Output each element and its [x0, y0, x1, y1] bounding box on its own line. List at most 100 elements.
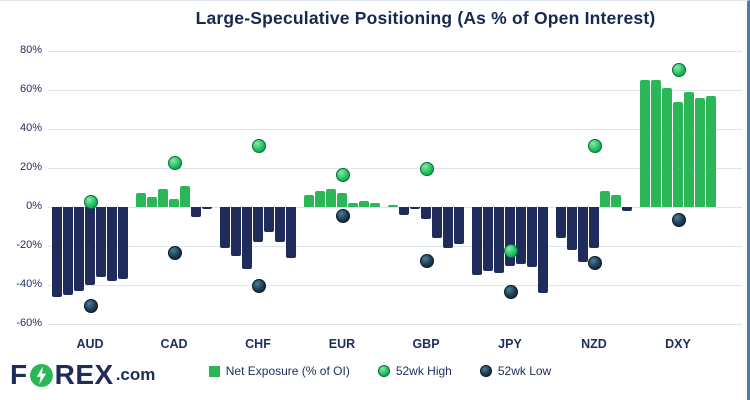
high-52wk-dot [504, 243, 518, 258]
net-exposure-bar [538, 207, 548, 293]
chart-title: Large-Speculative Positioning (As % of O… [195, 8, 656, 28]
forex-logo-rex: REX [54, 359, 114, 390]
x-axis-category-label: EUR [328, 337, 356, 351]
net-exposure-bar [706, 95, 716, 207]
net-exposure-bar [600, 191, 610, 207]
net-exposure-swatch-icon [208, 365, 220, 377]
net-exposure-bar [326, 189, 336, 207]
gridline [48, 51, 742, 52]
gridline [48, 246, 742, 247]
net-exposure-bar [421, 207, 431, 219]
legend-item-52wk-low: 52wk Low [479, 364, 551, 378]
net-exposure-bar [264, 207, 274, 233]
y-axis-tick-label: -20% [16, 239, 42, 251]
legend-high-label: 52wk High [395, 364, 452, 378]
x-axis-category-label: NZD [581, 337, 607, 351]
legend-item-52wk-high: 52wk High [377, 364, 452, 378]
x-axis-category-label: CAD [160, 337, 188, 351]
net-exposure-bar [169, 199, 179, 207]
net-exposure-bar [494, 207, 504, 274]
high-52wk-dot [84, 195, 98, 210]
net-exposure-bar [684, 91, 694, 207]
net-exposure-bar [454, 207, 464, 245]
gridline [48, 207, 742, 208]
low-52wk-dot [168, 245, 182, 260]
high-52wk-dot [336, 167, 350, 182]
forex-logo-o-icon [29, 363, 53, 387]
net-exposure-bar [304, 195, 314, 207]
net-exposure-bar [359, 201, 369, 207]
forex-logo-com: .com [115, 365, 156, 384]
net-exposure-bar [410, 207, 420, 209]
net-exposure-bar [348, 203, 358, 207]
net-exposure-bar [180, 185, 190, 207]
x-axis-category-label: CHF [245, 337, 271, 351]
net-exposure-bar [147, 197, 157, 207]
gridline [48, 285, 742, 286]
high-52wk-dot [588, 138, 602, 153]
y-axis-tick-label: 80% [19, 44, 42, 56]
x-axis-category-label: AUD [76, 337, 104, 351]
low-52wk-dot [420, 253, 434, 268]
net-exposure-bar [640, 80, 650, 207]
net-exposure-bar [158, 189, 168, 207]
legend-item-net-exposure: Net Exposure (% of OI) [208, 364, 350, 378]
low-52wk-dot [504, 284, 518, 299]
low-52wk-dot [84, 298, 98, 313]
high-52wk-dot [252, 138, 266, 153]
y-axis-tick-label: 20% [19, 161, 42, 173]
net-exposure-bar [388, 205, 398, 208]
net-exposure-bar [286, 207, 296, 258]
chart-legend: Net Exposure (% of OI) 52wk High 52wk Lo… [150, 361, 610, 381]
gridline [48, 90, 742, 91]
net-exposure-bar [622, 207, 632, 211]
net-exposure-bar [52, 207, 62, 297]
x-axis-category-label: DXY [665, 337, 691, 351]
y-axis-tick-label: 0% [26, 200, 42, 212]
net-exposure-bar [578, 207, 588, 262]
net-exposure-bar [505, 207, 515, 266]
net-exposure-bar [107, 207, 117, 282]
high-52wk-dot [672, 62, 686, 77]
net-exposure-bar [611, 195, 621, 207]
net-exposure-bar [191, 207, 201, 217]
forex-logo: F REX .com [10, 359, 155, 391]
net-exposure-bar [242, 207, 252, 270]
x-axis-category-label: JPY [498, 337, 522, 351]
y-axis-tick-label: 60% [19, 83, 42, 95]
low-dot-icon [479, 365, 492, 377]
low-52wk-dot [672, 212, 686, 227]
legend-net-exposure-label: Net Exposure (% of OI) [225, 364, 350, 378]
net-exposure-bar [567, 207, 577, 250]
forex-logo-f: F [10, 359, 28, 390]
net-exposure-bar [253, 207, 263, 243]
net-exposure-bar [662, 88, 672, 207]
high-dot-icon [377, 365, 390, 377]
net-exposure-bar [202, 207, 212, 209]
high-52wk-dot [168, 156, 182, 171]
gridline [48, 129, 742, 130]
net-exposure-bar [370, 203, 380, 207]
low-52wk-dot [252, 279, 266, 293]
gridline [48, 324, 742, 325]
net-exposure-bar [651, 80, 661, 207]
net-exposure-bar [695, 97, 705, 207]
net-exposure-bar [136, 193, 146, 207]
net-exposure-bar [432, 207, 442, 239]
net-exposure-bar [556, 207, 566, 239]
gridline [48, 168, 742, 169]
net-exposure-bar [589, 207, 599, 248]
y-axis-tick-label: 40% [19, 122, 42, 134]
net-exposure-bar [673, 101, 683, 207]
net-exposure-bar [516, 207, 526, 264]
x-axis-category-label: GBP [412, 337, 440, 351]
net-exposure-bar [85, 207, 95, 285]
net-exposure-bar [527, 207, 537, 268]
net-exposure-bar [118, 207, 128, 280]
net-exposure-bar [472, 207, 482, 276]
net-exposure-bar [399, 207, 409, 215]
y-axis-tick-label: -60% [16, 317, 42, 329]
net-exposure-bar [74, 207, 84, 291]
low-52wk-dot [588, 255, 602, 270]
net-exposure-bar [315, 191, 325, 207]
